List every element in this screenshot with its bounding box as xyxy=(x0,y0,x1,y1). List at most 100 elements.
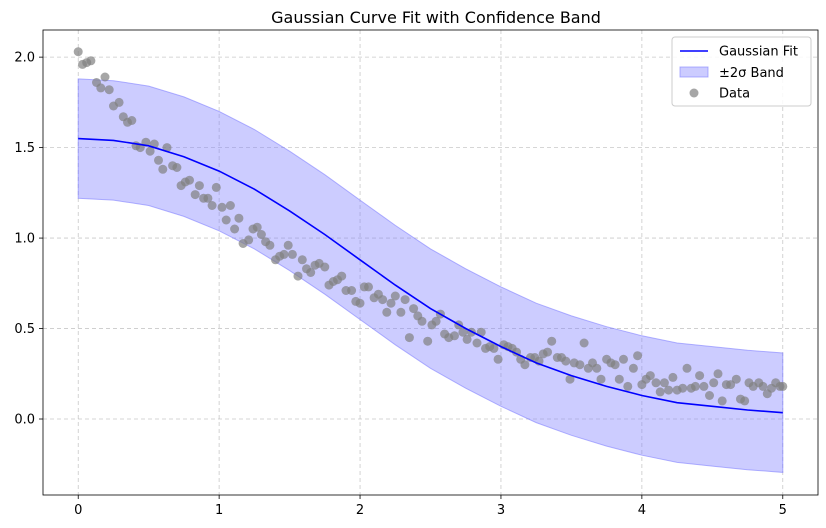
data-point xyxy=(104,85,114,95)
data-point xyxy=(158,164,168,174)
data-point xyxy=(279,249,289,259)
data-point xyxy=(592,363,602,373)
data-point xyxy=(225,201,235,210)
data-point xyxy=(458,327,468,337)
x-tick-label: 5 xyxy=(779,503,787,518)
data-point xyxy=(185,175,194,185)
data-point xyxy=(740,396,750,406)
data-point xyxy=(355,298,365,308)
data-point xyxy=(778,381,788,391)
data-point xyxy=(283,240,293,250)
x-tick-label: 2 xyxy=(356,503,364,518)
data-point xyxy=(619,354,628,364)
data-point xyxy=(244,235,254,245)
data-point xyxy=(162,143,172,153)
legend-swatch-band xyxy=(679,66,709,78)
legend-swatch-data xyxy=(689,88,699,98)
data-point xyxy=(396,307,406,317)
data-point xyxy=(699,381,709,391)
data-point xyxy=(207,201,217,210)
data-point xyxy=(462,334,472,344)
data-point xyxy=(297,255,307,265)
data-point xyxy=(409,304,419,314)
data-point xyxy=(758,381,768,391)
data-point xyxy=(623,381,633,391)
data-point xyxy=(211,182,221,192)
data-point xyxy=(493,354,503,364)
legend-label-fit: Gaussian Fit xyxy=(719,45,798,60)
data-point xyxy=(614,374,624,384)
data-point xyxy=(400,295,410,305)
scatter-points xyxy=(73,47,788,406)
data-point xyxy=(543,347,552,357)
data-point xyxy=(230,224,240,234)
data-point xyxy=(423,336,433,346)
legend-label-band: ±2σ Band xyxy=(719,66,784,81)
data-point xyxy=(709,378,719,388)
data-point xyxy=(194,181,204,191)
plot-area xyxy=(73,47,788,473)
data-point xyxy=(100,72,110,82)
data-point xyxy=(73,47,83,57)
data-point xyxy=(234,213,244,223)
y-tick-label: 1.0 xyxy=(14,232,35,247)
data-point xyxy=(682,363,692,373)
y-tick-label: 0.5 xyxy=(14,322,35,337)
axes-frame xyxy=(42,29,819,496)
legend-box xyxy=(671,36,812,107)
data-point xyxy=(651,378,661,388)
data-point xyxy=(347,286,357,295)
x-axis: 0 1 2 3 4 5 xyxy=(74,495,787,518)
data-point xyxy=(382,307,392,317)
data-point xyxy=(633,351,643,361)
data-point xyxy=(256,230,266,239)
data-point xyxy=(659,378,669,388)
chart-title: Gaussian Curve Fit with Confidence Band xyxy=(271,8,601,27)
data-point xyxy=(565,374,575,384)
legend: Gaussian Fit ±2σ Band Data xyxy=(671,36,812,107)
data-point xyxy=(378,295,388,305)
data-point xyxy=(713,369,723,379)
data-point xyxy=(575,360,585,370)
data-point xyxy=(337,271,347,281)
data-point xyxy=(221,215,231,225)
data-point xyxy=(154,155,163,165)
data-point xyxy=(561,356,571,366)
data-point xyxy=(628,363,638,373)
legend-label-data: Data xyxy=(719,87,750,102)
x-tick-label: 0 xyxy=(74,503,82,518)
confidence-band xyxy=(77,78,784,473)
data-point xyxy=(265,240,275,250)
data-point xyxy=(252,222,262,232)
x-tick-label: 1 xyxy=(215,503,223,518)
data-point xyxy=(579,338,589,348)
data-point xyxy=(217,202,227,212)
data-point xyxy=(668,372,678,382)
data-point xyxy=(306,268,316,277)
data-point xyxy=(417,316,427,326)
data-point xyxy=(404,333,414,343)
x-tick-label: 4 xyxy=(638,503,646,518)
data-point xyxy=(390,291,400,301)
data-point xyxy=(172,163,182,172)
data-point xyxy=(655,387,665,397)
data-point xyxy=(489,343,499,353)
data-point xyxy=(431,316,441,326)
data-point xyxy=(96,83,106,93)
data-point xyxy=(293,271,303,281)
data-point xyxy=(127,116,137,125)
data-point xyxy=(86,56,96,66)
data-point xyxy=(678,383,688,393)
y-tick-label: 0.0 xyxy=(14,413,35,428)
data-point xyxy=(364,282,373,292)
data-point xyxy=(726,380,736,390)
y-tick-label: 2.0 xyxy=(14,51,35,66)
y-tick-label: 1.5 xyxy=(14,141,35,156)
gaussian-fit-line xyxy=(78,137,783,414)
data-point xyxy=(664,385,674,395)
data-point xyxy=(450,331,459,341)
data-point xyxy=(386,298,396,308)
data-point xyxy=(190,190,200,200)
x-tick-label: 3 xyxy=(497,503,505,518)
